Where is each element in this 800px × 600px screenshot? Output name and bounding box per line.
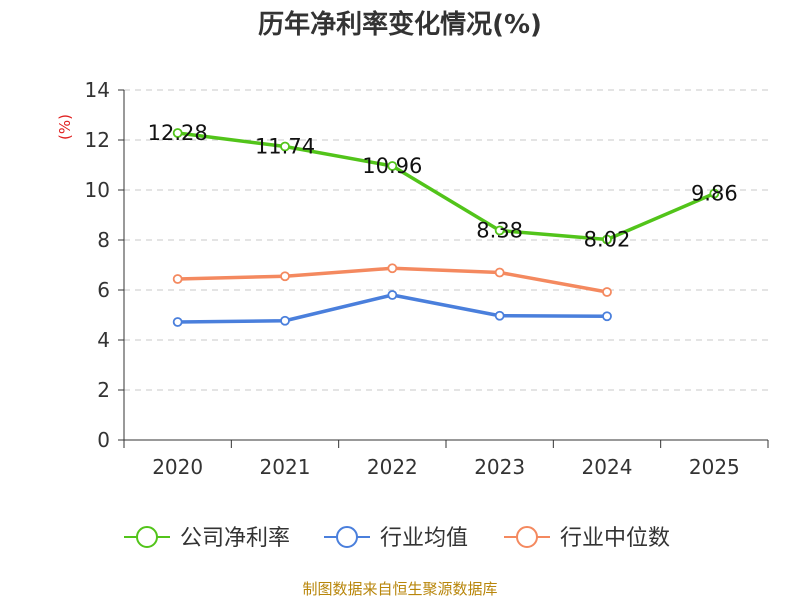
data-point: [172, 128, 183, 138]
data-label: 10.96: [362, 154, 422, 178]
data-point: [280, 141, 290, 152]
x-tick-label: 2025: [689, 455, 740, 479]
data-point: [387, 263, 398, 274]
data-point: [602, 234, 612, 245]
data-label: 8.38: [476, 219, 523, 243]
y-tick-label: 12: [85, 128, 110, 152]
y-tick-label: 10: [85, 178, 110, 202]
y-tick-label: 8: [97, 228, 110, 252]
y-tick-label: 4: [97, 328, 110, 352]
chart-title: 历年净利率变化情况(%): [258, 10, 542, 40]
data-point: [494, 310, 505, 321]
legend-label: 行业均值: [380, 526, 468, 551]
data-point: [602, 287, 612, 297]
data-label: 11.74: [255, 135, 315, 159]
data-point: [387, 161, 398, 171]
legend-marker: [516, 526, 538, 548]
data-point: [280, 315, 290, 326]
y-tick-label: 2: [97, 378, 110, 402]
data-label: 12.28: [148, 121, 208, 145]
legend-label: 公司净利率: [180, 526, 290, 551]
data-source-note: 制图数据来自恒生聚源数据库: [302, 580, 498, 598]
x-tick-label: 2024: [582, 455, 633, 479]
data-point: [172, 317, 183, 327]
legend-marker: [136, 526, 158, 548]
data-label: 9.86: [691, 182, 738, 206]
y-tick-label: 6: [97, 278, 110, 302]
data-point: [172, 274, 183, 284]
x-tick-label: 2020: [152, 455, 203, 479]
x-tick-label: 2023: [474, 455, 525, 479]
y-axis-label: (%): [56, 114, 74, 140]
data-point: [494, 225, 505, 236]
data-point: [280, 271, 290, 282]
data-point: [709, 188, 720, 199]
x-tick-label: 2021: [260, 455, 311, 479]
y-tick-label: 14: [85, 78, 110, 102]
series-line: [177, 131, 716, 242]
legend-marker: [336, 526, 358, 548]
data-point: [387, 290, 398, 300]
data-point: [494, 267, 505, 278]
data-label: 8.02: [584, 228, 631, 252]
data-point: [602, 311, 612, 322]
legend-label: 行业中位数: [560, 526, 670, 551]
x-tick-label: 2022: [367, 455, 418, 479]
y-tick-label: 0: [97, 428, 110, 452]
